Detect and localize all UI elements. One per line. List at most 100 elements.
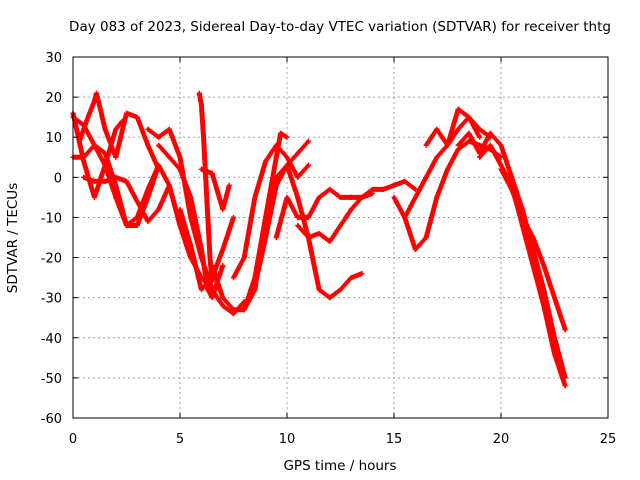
data-point (177, 166, 183, 172)
series-track-12 (231, 142, 311, 281)
series-track-15 (273, 186, 354, 240)
data-point (220, 263, 226, 269)
y-tick-label: -50 (41, 372, 62, 387)
data-point (207, 255, 213, 261)
y-tick-label: -20 (41, 252, 62, 267)
data-point (519, 214, 525, 220)
data-point (391, 194, 397, 200)
data-point (166, 154, 172, 160)
data-point (241, 255, 247, 261)
data-point (252, 283, 258, 289)
data-point (91, 98, 97, 104)
y-tick-label: -60 (41, 412, 62, 427)
data-point (402, 214, 408, 220)
data-point (81, 174, 87, 180)
data-point (91, 142, 97, 148)
data-point (145, 186, 151, 192)
data-point (134, 222, 140, 228)
y-tick-label: 20 (45, 91, 62, 106)
y-tick-label: -30 (41, 292, 62, 307)
data-point (220, 295, 226, 301)
data-point (295, 222, 301, 228)
data-point (198, 102, 204, 108)
x-tick-label: 10 (279, 432, 296, 447)
data-point (273, 235, 279, 240)
data-point (487, 130, 493, 136)
x-axis: 0 5 10 15 20 25 (69, 57, 616, 447)
plot-frame (72, 56, 609, 419)
data-point (305, 138, 311, 144)
y-tick-label: 0 (54, 171, 62, 186)
data-point (263, 235, 269, 240)
data-point (295, 150, 301, 156)
data-point (348, 275, 354, 281)
data-point (305, 214, 311, 220)
data-point (455, 106, 461, 112)
data-point (509, 174, 515, 180)
data-point (519, 222, 525, 228)
data-point (113, 154, 119, 160)
data-point (94, 90, 100, 96)
data-point (102, 162, 108, 168)
data-point (530, 247, 536, 253)
data-point (113, 174, 119, 180)
y-axis-label: SDTVAR / TECUs (5, 183, 21, 293)
x-tick-label: 20 (493, 432, 510, 447)
data-point (338, 194, 343, 200)
data-point (348, 194, 354, 200)
data-point (273, 182, 279, 188)
data-point (498, 142, 504, 148)
y-tick-label: 10 (45, 131, 62, 146)
data-point (487, 142, 493, 148)
data-point (124, 222, 129, 228)
data-point (102, 178, 108, 184)
data-point (445, 166, 450, 172)
y-axis: -60 -50 -40 -30 -20 -10 0 10 20 30 (41, 51, 608, 427)
data-point (209, 263, 215, 269)
data-point (402, 178, 408, 184)
data-point (177, 206, 183, 212)
data-point (327, 239, 333, 245)
data-point (134, 214, 140, 220)
data-point (188, 194, 194, 200)
data-point (166, 182, 172, 188)
data-point (338, 287, 343, 293)
y-tick-label: 30 (45, 51, 62, 66)
data-point (198, 287, 204, 293)
data-point (201, 134, 207, 140)
data-point (305, 235, 311, 240)
data-point (273, 154, 279, 160)
series-track-10 (198, 166, 232, 212)
data-point (295, 174, 301, 180)
data-point (263, 214, 269, 220)
data-point (391, 182, 397, 188)
data-point (284, 162, 290, 168)
data-point (477, 142, 483, 148)
x-tick-label: 0 (69, 432, 77, 447)
data-point (113, 194, 119, 200)
data-point (166, 126, 172, 132)
y-tick-label: -40 (41, 332, 62, 347)
data-point (455, 142, 461, 148)
data-point (434, 154, 440, 160)
data-point (316, 230, 322, 236)
x-tick-label: 15 (386, 432, 403, 447)
data-point (145, 126, 151, 132)
data-point (498, 166, 504, 172)
data-point (156, 134, 162, 140)
data-point (231, 214, 236, 220)
data-point (177, 222, 183, 228)
data-point (316, 287, 322, 293)
data-point (145, 142, 151, 148)
data-point (434, 194, 440, 200)
data-point (220, 247, 226, 253)
data-point (552, 351, 557, 357)
data-point (509, 186, 515, 192)
data-point (91, 194, 97, 200)
data-point (91, 178, 97, 184)
chart-title: Day 083 of 2023, Sidereal Day-to-day VTE… (69, 19, 611, 35)
data-point (423, 142, 429, 148)
series-track-14 (252, 162, 365, 301)
data-point (177, 154, 183, 160)
data-point (284, 134, 290, 140)
